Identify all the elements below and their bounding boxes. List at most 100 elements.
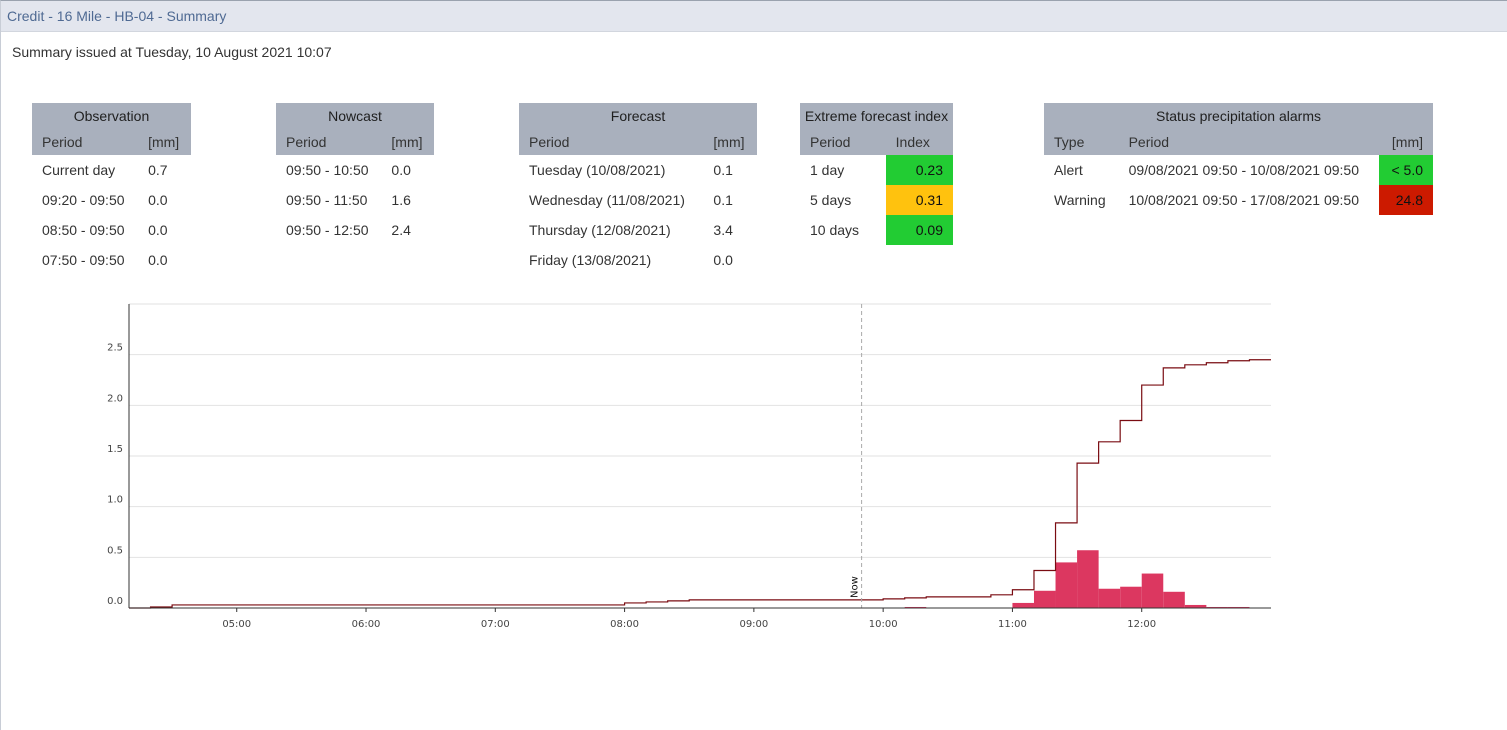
precipitation-chart: 0.0 0.5 1.0 1.5 2.0 2.5 Now 05:00 06:00 07:00 08:0… <box>1 291 1301 641</box>
cumulative-line <box>129 359 1271 609</box>
observation-value: 0.7 <box>148 162 168 178</box>
observation-value: 0.0 <box>148 222 168 238</box>
table-row: 09:50 - 11:50 1.6 <box>276 185 434 215</box>
precip-bar <box>1120 586 1142 608</box>
x-tick-label: 07:00 <box>481 619 510 630</box>
efi-title: Extreme forecast index <box>800 103 953 128</box>
forecast-value: 0.1 <box>713 162 733 178</box>
precip-bar <box>1206 606 1228 608</box>
alarm-period: 09/08/2021 09:50 - 10/08/2021 09:50 <box>1128 162 1360 178</box>
efi-period: 5 days <box>810 192 852 208</box>
y-tick-label: 0.5 <box>107 545 123 556</box>
alarms-header-period: Period <box>1118 128 1380 155</box>
efi-index-cell: 0.09 <box>885 215 953 245</box>
forecast-value: 3.4 <box>713 222 733 238</box>
alarms-title: Status precipitation alarms <box>1044 103 1433 128</box>
alarm-value-cell: 24.8 <box>1379 185 1433 215</box>
alarm-value-cell: < 5.0 <box>1379 155 1433 185</box>
forecast-period: Friday (13/08/2021) <box>529 252 652 268</box>
nowcast-value: 2.4 <box>391 222 411 238</box>
observation-period: 09:20 - 09:50 <box>42 192 125 208</box>
chart-svg: 0.0 0.5 1.0 1.5 2.0 2.5 Now 05:00 06:00 07:00 08:0… <box>107 303 1271 630</box>
forecast-header-period: Period <box>519 128 704 155</box>
x-tick-label: 12:00 <box>1127 619 1156 630</box>
table-row: Wednesday (11/08/2021) 0.1 <box>519 185 757 215</box>
alarm-period: 10/08/2021 09:50 - 17/08/2021 09:50 <box>1128 192 1360 208</box>
table-row: 09:20 - 09:50 0.0 <box>32 185 191 215</box>
table-row: Friday (13/08/2021) 0.0 <box>519 245 757 275</box>
precip-bar <box>1227 606 1250 608</box>
y-tick-label: 1.5 <box>107 444 123 455</box>
efi-index-cell: 0.23 <box>885 155 953 185</box>
window-title: Credit - 16 Mile - HB-04 - Summary <box>1 1 1507 32</box>
nowcast-table: Nowcast Period [mm] 09:50 - 10:50 0.0 09… <box>276 103 434 245</box>
forecast-header-mm: [mm] <box>703 128 757 155</box>
precip-bar <box>1055 562 1078 608</box>
efi-index-cell: 0.31 <box>885 185 953 215</box>
nowcast-header-period: Period <box>276 128 382 155</box>
x-tick-label: 10:00 <box>869 619 898 630</box>
table-row: 09:50 - 12:50 2.4 <box>276 215 434 245</box>
table-row: Alert 09/08/2021 09:50 - 10/08/2021 09:5… <box>1044 155 1433 185</box>
table-row: Thursday (12/08/2021) 3.4 <box>519 215 757 245</box>
table-row: 08:50 - 09:50 0.0 <box>32 215 191 245</box>
nowcast-header-mm: [mm] <box>381 128 434 155</box>
forecast-value: 0.1 <box>713 192 733 208</box>
alarm-type: Warning <box>1054 192 1106 208</box>
nowcast-value: 1.6 <box>391 192 411 208</box>
y-tick-label: 2.0 <box>107 393 123 404</box>
y-tick-label: 1.0 <box>107 495 123 506</box>
observation-table: Observation Period [mm] Current day 0.7 … <box>32 103 191 275</box>
alarms-header-type: Type <box>1044 128 1119 155</box>
table-row: 09:50 - 10:50 0.0 <box>276 155 434 185</box>
precip-bar <box>1141 573 1164 608</box>
nowcast-title: Nowcast <box>276 103 434 128</box>
x-tick-label: 08:00 <box>610 619 639 630</box>
forecast-title: Forecast <box>519 103 757 128</box>
efi-period: 10 days <box>810 222 860 238</box>
efi-header-period: Period <box>800 128 886 155</box>
precip-bar <box>1033 590 1056 608</box>
nowcast-period: 09:50 - 10:50 <box>286 162 369 178</box>
efi-table: Extreme forecast index Period Index 1 da… <box>800 103 953 245</box>
table-row: Warning 10/08/2021 09:50 - 17/08/2021 09… <box>1044 185 1433 215</box>
forecast-period: Tuesday (10/08/2021) <box>529 162 666 178</box>
alarms-table: Status precipitation alarms Type Period … <box>1044 103 1433 215</box>
table-row: Tuesday (10/08/2021) 0.1 <box>519 155 757 185</box>
table-row: 1 day 0.23 <box>800 155 953 185</box>
nowcast-value: 0.0 <box>391 162 411 178</box>
x-tick-label: 11:00 <box>998 619 1027 630</box>
nowcast-period: 09:50 - 12:50 <box>286 222 369 238</box>
observation-header-period: Period <box>32 128 139 155</box>
observation-period: Current day <box>42 162 116 178</box>
nowcast-period: 09:50 - 11:50 <box>286 192 368 208</box>
observation-period: 08:50 - 09:50 <box>42 222 125 238</box>
forecast-period: Thursday (12/08/2021) <box>529 222 671 238</box>
alarms-header-mm: [mm] <box>1379 128 1433 155</box>
observation-header-mm: [mm] <box>138 128 191 155</box>
precip-bar <box>1098 588 1121 608</box>
x-tick-label: 06:00 <box>352 619 381 630</box>
observation-value: 0.0 <box>148 252 168 268</box>
x-tick-label: 09:00 <box>739 619 768 630</box>
y-tick-label: 2.5 <box>107 343 123 354</box>
observation-value: 0.0 <box>148 192 168 208</box>
forecast-period: Wednesday (11/08/2021) <box>529 192 685 208</box>
precip-bar <box>1077 550 1099 608</box>
y-tick-label: 0.0 <box>107 596 123 607</box>
precip-bar <box>1163 591 1185 608</box>
precip-bar <box>904 606 927 608</box>
precip-bar <box>1184 604 1207 608</box>
efi-header-index: Index <box>885 128 953 155</box>
table-row: Current day 0.7 <box>32 155 191 185</box>
efi-period: 1 day <box>810 162 845 178</box>
table-row: 07:50 - 09:50 0.0 <box>32 245 191 275</box>
precip-bar <box>1012 602 1034 608</box>
table-row: 5 days 0.31 <box>800 185 953 215</box>
x-tick-label: 05:00 <box>222 619 251 630</box>
alarm-type: Alert <box>1054 162 1083 178</box>
now-label: Now <box>850 576 861 598</box>
observation-title: Observation <box>32 103 191 128</box>
forecast-table: Forecast Period [mm] Tuesday (10/08/2021… <box>519 103 757 275</box>
